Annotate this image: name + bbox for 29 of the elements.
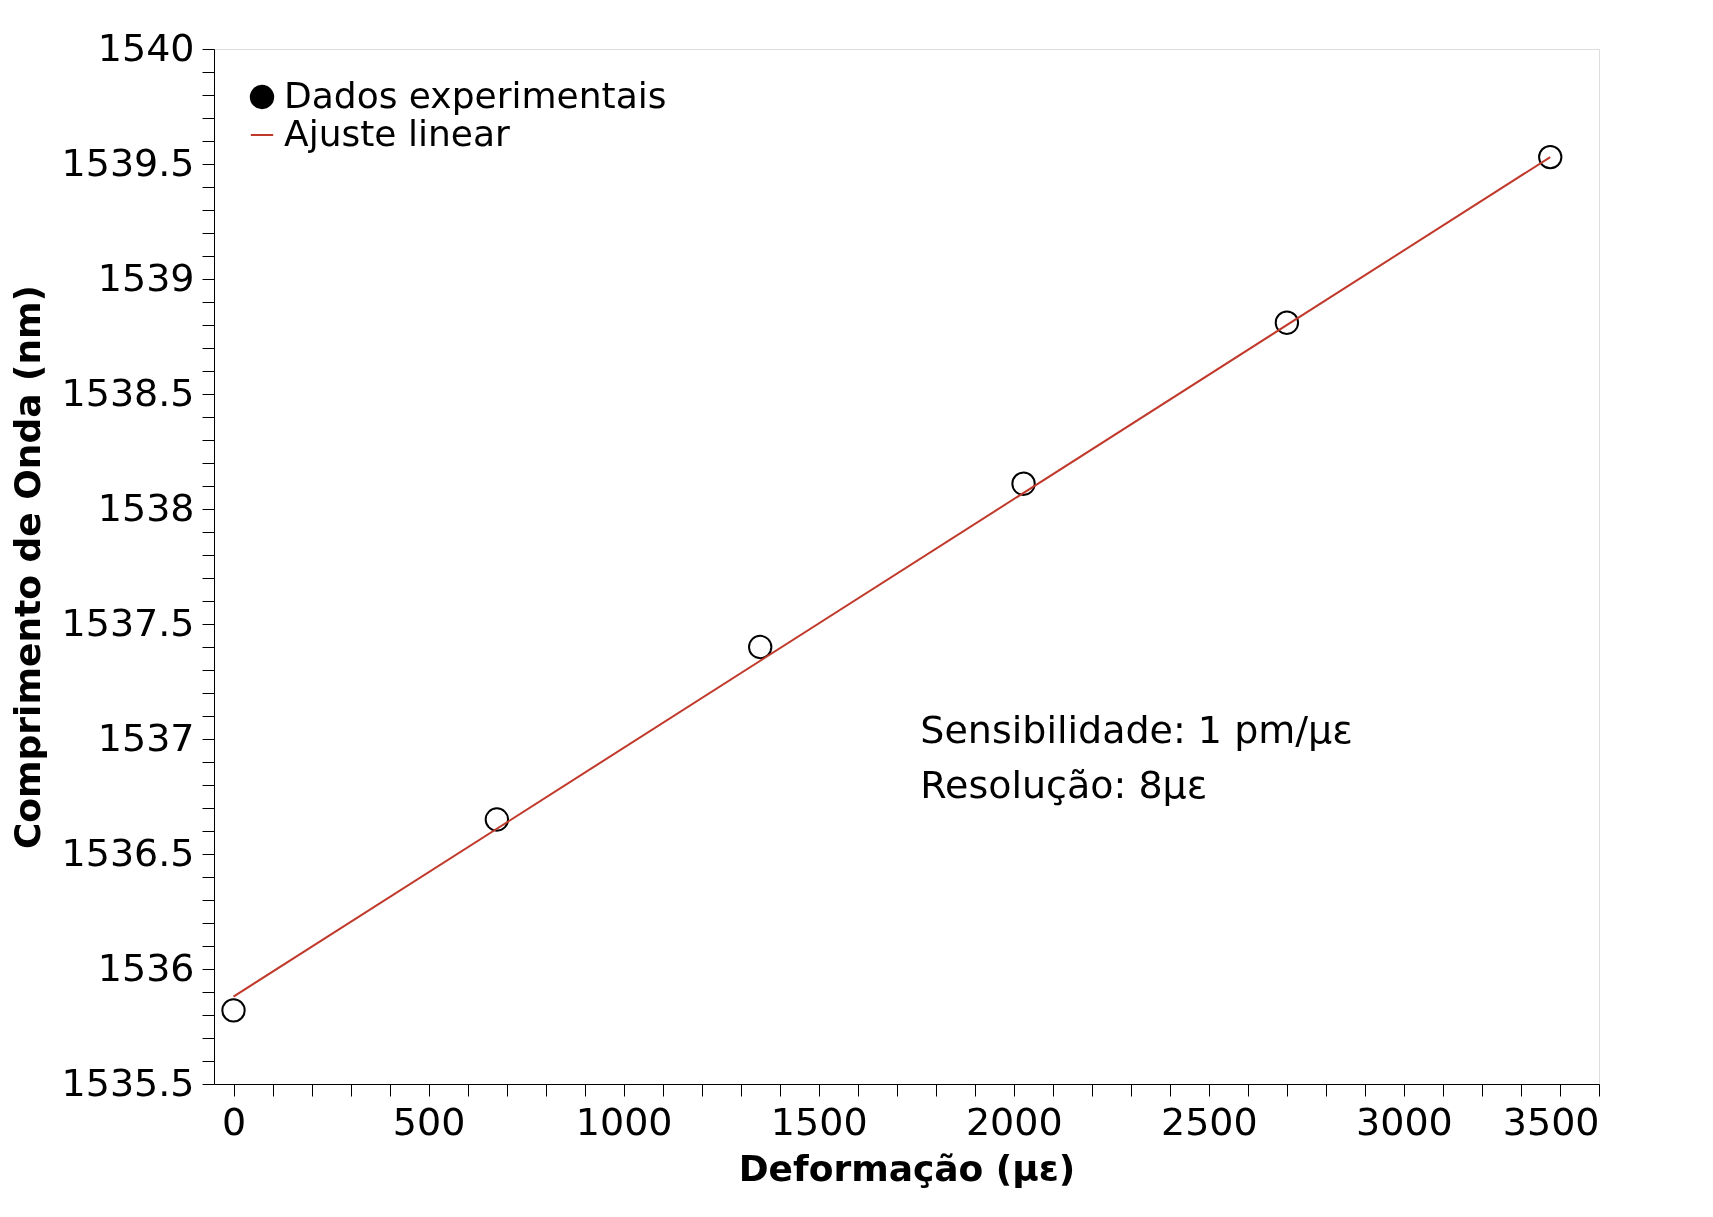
y-tick-label: 1537 xyxy=(97,715,195,760)
x-axis-title: Deformação (με) xyxy=(738,1147,1076,1189)
point xyxy=(1011,471,1036,496)
x-tick-label: 0 xyxy=(221,1099,247,1144)
x-tick-label: 3000 xyxy=(1356,1099,1453,1144)
point xyxy=(748,634,773,660)
point xyxy=(221,998,246,1023)
legend-label: Dados experimentais xyxy=(284,75,667,116)
x-tick-label: 2000 xyxy=(965,1099,1063,1144)
x-tick-label: 1500 xyxy=(770,1099,868,1144)
x-tick-label: 2500 xyxy=(1161,1099,1258,1144)
y-tick-label: 1539 xyxy=(97,255,195,300)
point xyxy=(484,807,510,832)
x-tick-label: 500 xyxy=(392,1099,466,1144)
x-tick-label: 1000 xyxy=(575,1099,673,1144)
y-tick-label: 1535.5 xyxy=(61,1060,195,1105)
y-tick-label: 1538.5 xyxy=(61,370,195,415)
y-tick-label: 1538 xyxy=(97,485,195,530)
point xyxy=(1274,310,1300,335)
y-tick-label: 1536.5 xyxy=(61,830,195,875)
x-tick-label: 3500 xyxy=(1502,1099,1600,1144)
y-tick-label: 1537.5 xyxy=(61,600,195,645)
y-axis-title: Comprimento de Onda (nm) xyxy=(6,284,48,850)
y-tick-label: 1536 xyxy=(97,945,195,990)
y-tick-label: 1539.5 xyxy=(61,140,195,185)
annotation: Sensibilidade: 1 pm/με xyxy=(920,708,1353,753)
annotation: Resolução: 8με xyxy=(920,763,1208,808)
y-tick-label: 1540 xyxy=(97,25,195,70)
point xyxy=(1538,144,1563,170)
